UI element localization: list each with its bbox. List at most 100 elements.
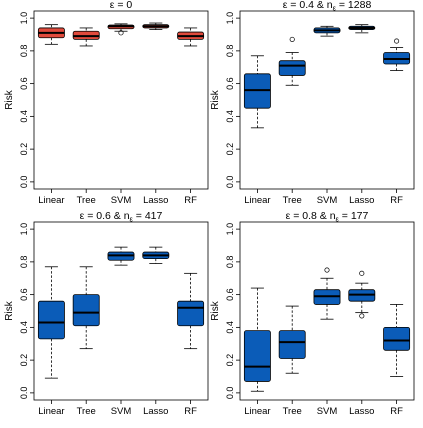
x-tick-label: Lasso — [143, 195, 168, 206]
y-tick-label: 0.8 — [19, 256, 29, 269]
y-tick-label: 0.4 — [19, 110, 29, 123]
chart-title-main: ε = 0.8 & n — [286, 210, 336, 222]
chart-title-main: ε = 0.4 & n — [283, 0, 333, 11]
box-lasso — [348, 270, 376, 319]
x-tick-label: Tree — [77, 406, 96, 417]
x-tick-label: Tree — [283, 195, 302, 206]
box-svm — [107, 23, 135, 36]
chart-title-value: = 177 — [339, 210, 369, 222]
x-tick-label: Lasso — [349, 406, 374, 417]
chart-title: ε = 0.4 & nε = 1288 — [283, 0, 372, 13]
chart-title-subscript: ε — [130, 215, 134, 224]
chart-panel-1: ε = 0.4 & nε = 1288 0.0 0.2 0.4 0.6 0.8 1.0 Ris… — [210, 0, 415, 206]
box-lasso — [142, 22, 170, 30]
x-tick-label: Linear — [244, 195, 270, 206]
box-rf — [177, 272, 205, 350]
y-tick-label: 0.0 — [225, 176, 235, 189]
y-tick-label: 1.0 — [19, 223, 29, 236]
y-tick-label: 0.2 — [225, 143, 235, 156]
box-iqr — [278, 330, 306, 359]
chart-panel-0: ε = 0 0.0 0.2 0.4 0.6 0.8 1.0 Risk Linear Tree SVM… — [4, 0, 209, 206]
box-iqr — [72, 294, 100, 327]
y-axis-label: Risk — [4, 89, 15, 109]
x-tick-label: RF — [184, 406, 197, 417]
y-tick-label: 0.8 — [225, 45, 235, 58]
box-svm — [313, 267, 341, 320]
x-tick-label: Linear — [38, 406, 64, 417]
x-tick-label: Lasso — [143, 406, 168, 417]
y-tick-label: 0.0 — [19, 176, 29, 189]
box-linear — [37, 24, 65, 45]
box-lasso — [142, 246, 170, 264]
box-linear — [37, 266, 65, 379]
y-tick-label: 0.4 — [19, 321, 29, 334]
box-tree — [72, 27, 100, 47]
chart-title-value: = 1288 — [336, 0, 371, 11]
y-tick-label: 1.0 — [19, 12, 29, 25]
box-svm — [313, 25, 341, 37]
chart-title: ε = 0.8 & nε = 177 — [286, 210, 369, 224]
x-tick-label: RF — [184, 195, 197, 206]
chart-title-subscript: ε — [333, 4, 337, 13]
box-iqr — [383, 326, 411, 351]
x-tick-label: Linear — [244, 406, 270, 417]
x-tick-label: SVM — [111, 195, 132, 206]
y-tick-label: 0.6 — [19, 77, 29, 90]
box-linear — [243, 55, 271, 129]
y-tick-label: 0.2 — [225, 354, 235, 367]
x-tick-label: Tree — [77, 195, 96, 206]
y-tick-label: 0.6 — [225, 288, 235, 301]
x-tick-label: Lasso — [349, 195, 374, 206]
chart-title-main: ε = 0.6 & n — [80, 210, 130, 222]
y-tick-label: 0.2 — [19, 354, 29, 367]
box-iqr — [243, 330, 271, 382]
x-tick-label: RF — [390, 195, 403, 206]
y-tick-label: 0.8 — [225, 256, 235, 269]
outlier-point — [289, 36, 295, 42]
x-tick-label: Tree — [283, 406, 302, 417]
box-tree — [278, 36, 306, 86]
y-tick-label: 0.0 — [225, 387, 235, 400]
x-tick-label: SVM — [111, 406, 132, 417]
y-tick-label: 0.8 — [19, 45, 29, 58]
box-lasso — [348, 24, 376, 34]
x-tick-label: SVM — [317, 195, 338, 206]
y-tick-label: 0.4 — [225, 110, 235, 123]
y-axis-label: Risk — [210, 300, 221, 320]
box-svm — [107, 246, 135, 266]
outlier-point — [394, 38, 400, 44]
y-tick-label: 0.2 — [19, 143, 29, 156]
box-iqr — [37, 300, 65, 340]
y-axis-label: Risk — [210, 89, 221, 109]
outlier-point — [359, 313, 365, 319]
x-tick-label: Linear — [38, 195, 64, 206]
chart-panel-3: ε = 0.8 & nε = 177 0.0 0.2 0.4 0.6 0.8 1.0 Risk… — [210, 210, 415, 417]
box-tree — [278, 305, 306, 374]
chart-title: ε = 0.6 & nε = 417 — [80, 210, 163, 224]
box-iqr — [177, 300, 205, 327]
box-tree — [72, 266, 100, 350]
y-tick-label: 1.0 — [225, 223, 235, 236]
chart-title: ε = 0 — [110, 0, 133, 11]
y-tick-label: 0.4 — [225, 321, 235, 334]
box-rf — [383, 38, 411, 71]
y-tick-label: 0.0 — [19, 387, 29, 400]
x-tick-label: RF — [390, 406, 403, 417]
outlier-point — [118, 30, 124, 36]
box-rf — [383, 304, 411, 377]
outlier-point — [359, 270, 365, 276]
x-tick-label: SVM — [317, 406, 338, 417]
chart-title-subscript: ε — [336, 215, 340, 224]
chart-title-main: ε = 0 — [110, 0, 133, 11]
y-tick-label: 0.6 — [19, 288, 29, 301]
box-iqr — [278, 60, 306, 76]
outlier-point — [324, 267, 330, 273]
chart-panel-2: ε = 0.6 & nε = 417 0.0 0.2 0.4 0.6 0.8 1.0 Risk… — [4, 210, 209, 417]
y-tick-label: 0.6 — [225, 77, 235, 90]
box-rf — [177, 27, 205, 47]
y-tick-label: 1.0 — [225, 12, 235, 25]
y-axis-label: Risk — [4, 300, 15, 320]
chart-title-value: = 417 — [133, 210, 163, 222]
